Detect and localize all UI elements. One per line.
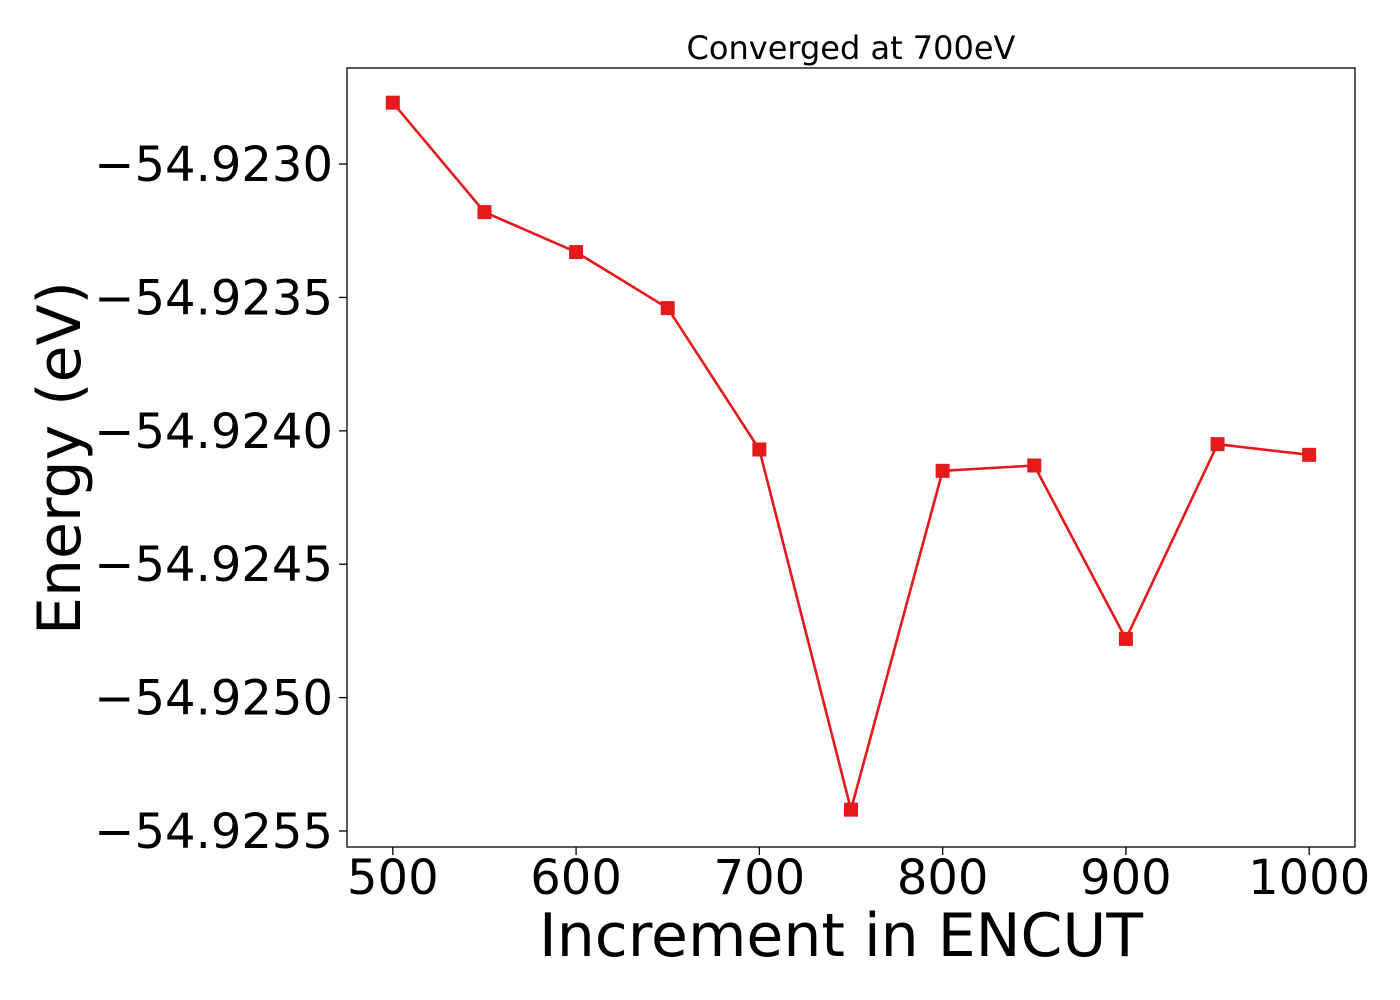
data-point-marker: [1027, 458, 1042, 473]
data-point-marker: [569, 245, 584, 260]
y-axis: −54.9230 −54.9235 −54.9240 −54.9245 −54.9250…: [94, 137, 347, 860]
x-axis-label: Increment in ENCUT: [539, 901, 1143, 971]
x-tick-label: 600: [530, 850, 622, 906]
y-tick-label: −54.9240: [94, 404, 333, 460]
x-tick-label: 700: [714, 850, 806, 906]
y-tick-label: −54.9250: [94, 671, 333, 727]
y-tick-label: −54.9245: [94, 537, 333, 593]
x-tick-label: 800: [897, 850, 989, 906]
data-point-marker: [385, 95, 400, 110]
y-tick-label: −54.9230: [94, 137, 333, 193]
data-point-marker: [1118, 631, 1133, 646]
plot-frame: [346, 67, 1356, 848]
data-point-marker: [477, 205, 492, 220]
x-tick-label: 1000: [1248, 850, 1370, 906]
x-tick-label: 900: [1080, 850, 1172, 906]
data-point-marker: [752, 442, 767, 457]
data-point-marker: [1302, 447, 1317, 462]
data-point-marker: [844, 802, 858, 817]
y-tick-label: −54.9235: [94, 270, 333, 326]
data-point-marker: [660, 301, 675, 316]
y-tick-label: −54.9255: [94, 804, 333, 860]
series-line: [391, 101, 1310, 811]
chart-title: Converged at 700eV: [687, 29, 1016, 67]
y-axis-label: Energy (eV): [25, 281, 95, 635]
plot-area: [385, 95, 1317, 817]
x-tick-label: 500: [347, 850, 439, 906]
x-axis: 500 600 700 800 900 1000: [347, 847, 1370, 906]
data-point-marker: [1210, 437, 1225, 452]
data-point-marker: [935, 463, 950, 478]
